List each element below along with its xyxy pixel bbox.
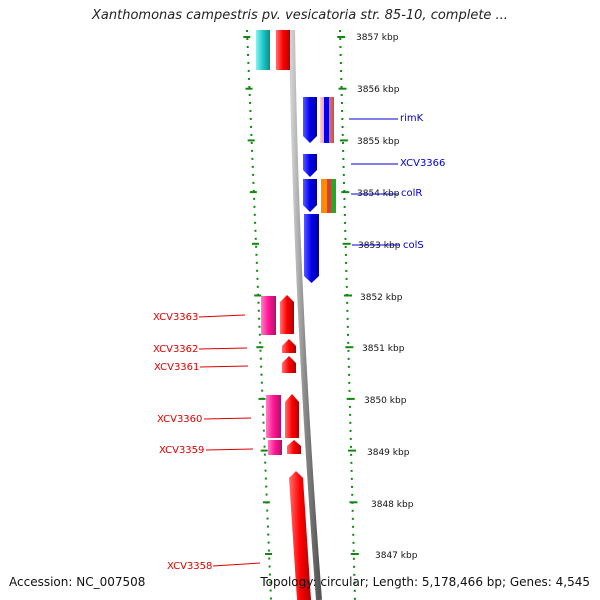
gene-xcv3359-feature[interactable] [268,440,282,455]
gene-rimk-feature-stripe [324,97,329,143]
scale-ticks [243,36,359,555]
genome-backbone [289,29,322,600]
gene-colr-feature-red[interactable] [327,179,331,213]
gene-label-xcv3360[interactable]: XCV3360 [157,414,202,425]
gene-label-colr[interactable]: colR [401,188,422,199]
gene-label-xcv3363[interactable]: XCV3363 [153,312,198,323]
scale-label: 3848 kbp [371,500,414,510]
gene-xcv3359-arrow[interactable] [287,440,301,454]
scale-label: 3851 kbp [362,344,405,354]
leader-line [205,448,254,451]
gene-cols-arrow[interactable] [304,214,319,283]
gene-block-red-top[interactable] [276,30,290,70]
gene-block-cyan-top[interactable] [256,30,270,70]
gene-label-xcv3366[interactable]: XCV3366 [400,158,445,169]
gene-label-xcv3358[interactable]: XCV3358 [167,561,212,572]
gene-colr-feature-green[interactable] [331,179,336,213]
scale-label: 3847 kbp [375,551,418,561]
leader-line [212,562,261,567]
gene-xcv3358-arrow[interactable] [289,471,311,600]
leader-line [199,365,249,368]
leader-line [203,417,252,420]
scale-label: 3850 kbp [364,396,407,406]
gene-label-cols[interactable]: colS [403,240,424,251]
gene-xcv3361-arrow[interactable] [282,356,296,373]
scale-label: 3857 kbp [356,33,399,43]
scale-label: 3855 kbp [357,137,400,147]
gene-xcv3363-arrow[interactable] [280,295,294,334]
scale-label: 3856 kbp [357,85,400,95]
gene-labels-right: rimK XCV3366 colR colS [349,113,445,251]
gene-colr-arrow[interactable] [303,179,317,212]
gene-xcv3363-feature[interactable] [261,296,276,335]
gene-labels-left: XCV3363 XCV3362 XCV3361 XCV3360 XCV3359 … [153,312,261,572]
scale-label: 3852 kbp [360,293,403,303]
gene-label-rimk[interactable]: rimK [400,113,424,124]
scale-label: 3853 kbp [358,241,401,251]
leader-line [198,347,248,350]
topology-text: Topology: circular; Length: 5,178,466 bp… [260,575,590,589]
scale-label: 3849 kbp [367,448,410,458]
gene-label-xcv3361[interactable]: XCV3361 [154,362,199,373]
gene-xcv3366-arrow[interactable] [303,154,317,177]
gene-xcv3360-arrow[interactable] [285,394,299,438]
gene-label-xcv3362[interactable]: XCV3362 [153,344,198,355]
gene-label-xcv3359[interactable]: XCV3359 [159,445,204,456]
leader-line [198,314,246,318]
right-ruler [339,29,356,600]
gene-colr-feature-orange[interactable] [321,179,327,213]
accession-text: Accession: NC_007508 [9,575,146,589]
map-title: Xanthomonas campestris pv. vesicatoria s… [92,8,508,23]
gene-rimk-arrow[interactable] [303,97,317,143]
gene-xcv3360-feature[interactable] [266,395,281,438]
gene-xcv3362-arrow[interactable] [282,339,296,353]
